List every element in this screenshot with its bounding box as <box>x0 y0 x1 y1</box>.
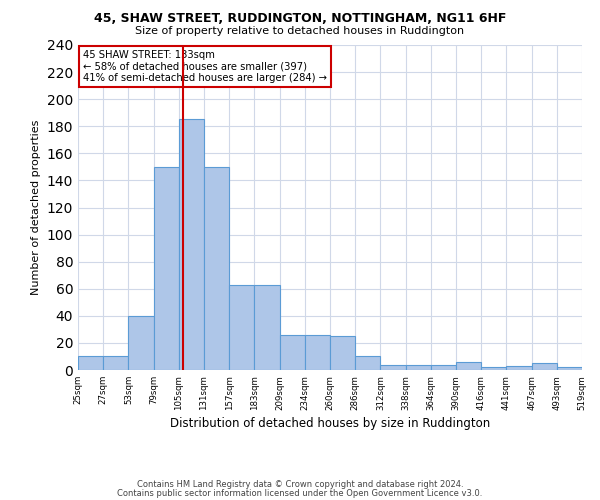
Text: Contains public sector information licensed under the Open Government Licence v3: Contains public sector information licen… <box>118 488 482 498</box>
Text: Size of property relative to detached houses in Ruddington: Size of property relative to detached ho… <box>136 26 464 36</box>
Text: Contains HM Land Registry data © Crown copyright and database right 2024.: Contains HM Land Registry data © Crown c… <box>137 480 463 489</box>
Bar <box>557 368 582 370</box>
Bar <box>204 167 229 370</box>
Bar <box>506 366 532 370</box>
Bar <box>179 120 204 370</box>
Bar <box>103 356 128 370</box>
Bar <box>481 368 506 370</box>
Bar <box>532 363 557 370</box>
Text: 45, SHAW STREET, RUDDINGTON, NOTTINGHAM, NG11 6HF: 45, SHAW STREET, RUDDINGTON, NOTTINGHAM,… <box>94 12 506 26</box>
Bar <box>305 335 330 370</box>
Bar <box>280 335 305 370</box>
Bar <box>229 284 254 370</box>
Bar <box>154 167 179 370</box>
Bar <box>406 364 431 370</box>
Text: 45 SHAW STREET: 133sqm
← 58% of detached houses are smaller (397)
41% of semi-de: 45 SHAW STREET: 133sqm ← 58% of detached… <box>83 50 327 83</box>
Bar <box>380 364 406 370</box>
Bar <box>128 316 154 370</box>
Bar <box>456 362 481 370</box>
Bar <box>330 336 355 370</box>
Bar <box>254 284 280 370</box>
Bar <box>355 356 380 370</box>
Bar <box>431 364 456 370</box>
X-axis label: Distribution of detached houses by size in Ruddington: Distribution of detached houses by size … <box>170 416 490 430</box>
Y-axis label: Number of detached properties: Number of detached properties <box>31 120 41 295</box>
Bar <box>78 356 103 370</box>
